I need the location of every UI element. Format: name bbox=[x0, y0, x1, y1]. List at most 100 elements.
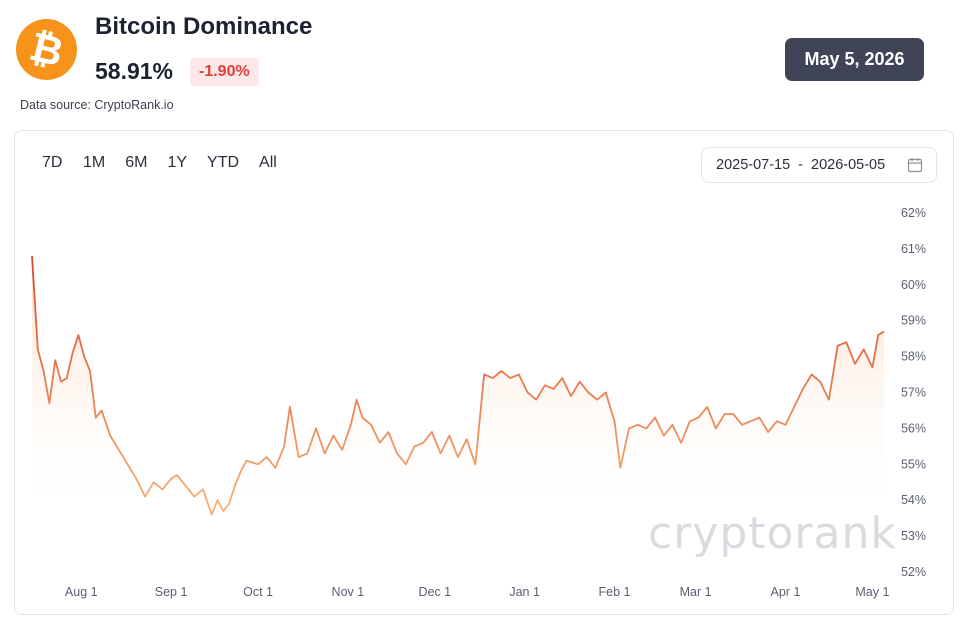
y-tick-label: 59% bbox=[901, 314, 926, 328]
data-point bbox=[143, 495, 146, 498]
data-point bbox=[491, 377, 494, 380]
data-point bbox=[723, 412, 726, 415]
data-point bbox=[587, 391, 590, 394]
y-tick-label: 56% bbox=[901, 421, 926, 435]
data-point bbox=[422, 441, 425, 444]
data-point bbox=[216, 499, 219, 502]
data-point bbox=[535, 398, 538, 401]
data-point bbox=[619, 466, 622, 469]
data-point bbox=[732, 412, 735, 415]
data-point bbox=[775, 420, 778, 423]
data-point bbox=[627, 427, 630, 430]
data-point bbox=[297, 456, 300, 459]
data-point bbox=[862, 348, 865, 351]
data-point bbox=[740, 423, 743, 426]
x-tick-label: Aug 1 bbox=[65, 585, 98, 599]
data-point bbox=[714, 427, 717, 430]
series-line bbox=[31, 256, 885, 516]
data-point bbox=[48, 402, 51, 405]
date-range-separator: - bbox=[798, 157, 804, 173]
y-tick-label: 62% bbox=[901, 206, 926, 220]
x-tick-label: Feb 1 bbox=[599, 585, 631, 599]
x-tick-label: May 1 bbox=[855, 585, 889, 599]
data-point bbox=[680, 441, 683, 444]
data-point bbox=[228, 502, 231, 505]
data-point bbox=[882, 330, 885, 333]
data-point bbox=[387, 430, 390, 433]
page-title: Bitcoin Dominance bbox=[95, 13, 313, 40]
date-badge: May 5, 2026 bbox=[785, 38, 924, 81]
y-tick-label: 55% bbox=[901, 457, 926, 471]
dominance-value: 58.91% bbox=[95, 58, 174, 84]
data-point bbox=[283, 445, 286, 448]
data-point bbox=[604, 391, 607, 394]
data-point bbox=[355, 398, 358, 401]
y-tick-label: 61% bbox=[901, 242, 926, 256]
x-tick-label: Nov 1 bbox=[332, 585, 365, 599]
data-point bbox=[256, 463, 259, 466]
data-point bbox=[810, 373, 813, 376]
y-tick-label: 57% bbox=[901, 386, 926, 400]
data-point bbox=[596, 398, 599, 401]
data-point bbox=[706, 405, 709, 408]
data-point bbox=[184, 484, 187, 487]
data-point bbox=[222, 509, 225, 512]
data-point bbox=[543, 384, 546, 387]
range-1m-button[interactable]: 1M bbox=[83, 154, 106, 171]
data-point bbox=[404, 463, 407, 466]
data-point bbox=[210, 513, 213, 516]
calendar-icon[interactable] bbox=[907, 157, 923, 173]
y-tick-label: 60% bbox=[901, 278, 926, 292]
data-point bbox=[100, 409, 103, 412]
data-point bbox=[474, 463, 477, 466]
data-point bbox=[77, 334, 80, 337]
data-point bbox=[784, 423, 787, 426]
data-point bbox=[332, 434, 335, 437]
change-badge: -1.90% bbox=[190, 58, 259, 86]
x-tick-label: Dec 1 bbox=[418, 585, 451, 599]
range-ytd-button[interactable]: YTD bbox=[207, 154, 240, 171]
date-range-end: 2026-05-05 bbox=[811, 157, 886, 173]
date-range-picker[interactable]: 2025-07-15 - 2026-05-05 bbox=[701, 147, 937, 183]
data-point bbox=[54, 359, 57, 362]
data-point bbox=[671, 423, 674, 426]
data-point bbox=[517, 373, 520, 376]
data-point bbox=[845, 341, 848, 344]
data-point bbox=[749, 420, 752, 423]
data-point bbox=[88, 369, 91, 372]
data-point bbox=[30, 255, 33, 258]
data-point bbox=[175, 474, 178, 477]
data-point bbox=[323, 452, 326, 455]
data-point bbox=[341, 448, 344, 451]
data-point bbox=[83, 355, 86, 358]
range-all-button[interactable]: All bbox=[259, 154, 277, 171]
data-source: Data source: CryptoRank.io bbox=[20, 98, 174, 112]
data-point bbox=[613, 420, 616, 423]
data-point bbox=[430, 430, 433, 433]
data-point bbox=[413, 445, 416, 448]
range-1y-button[interactable]: 1Y bbox=[167, 154, 188, 171]
data-point bbox=[636, 423, 639, 426]
range-7d-button[interactable]: 7D bbox=[42, 154, 63, 171]
data-point bbox=[456, 456, 459, 459]
data-point bbox=[233, 484, 236, 487]
data-point bbox=[697, 416, 700, 419]
range-6m-button[interactable]: 6M bbox=[125, 154, 148, 171]
data-point bbox=[526, 391, 529, 394]
y-tick-label: 54% bbox=[901, 493, 926, 507]
data-point bbox=[561, 377, 564, 380]
data-point bbox=[801, 387, 804, 390]
data-point bbox=[853, 362, 856, 365]
data-point bbox=[36, 348, 39, 351]
data-point bbox=[349, 423, 352, 426]
data-point bbox=[871, 366, 874, 369]
x-tick-label: Jan 1 bbox=[509, 585, 540, 599]
data-point bbox=[819, 380, 822, 383]
data-point bbox=[94, 416, 97, 419]
data-point bbox=[662, 434, 665, 437]
data-point bbox=[245, 459, 248, 462]
data-point bbox=[370, 423, 373, 426]
data-point bbox=[42, 369, 45, 372]
data-point bbox=[552, 387, 555, 390]
data-point bbox=[509, 377, 512, 380]
